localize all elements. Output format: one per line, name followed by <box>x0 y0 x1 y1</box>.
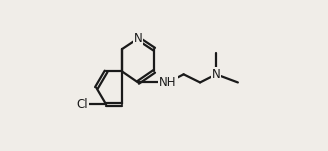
Text: N: N <box>212 68 220 81</box>
Text: Cl: Cl <box>76 98 88 111</box>
Text: N: N <box>134 32 142 45</box>
Text: NH: NH <box>159 76 177 89</box>
